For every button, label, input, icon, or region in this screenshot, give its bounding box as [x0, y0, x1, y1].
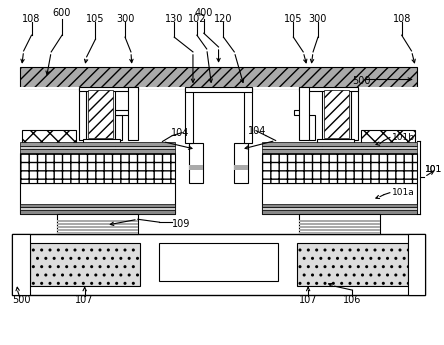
Bar	[22, 130, 76, 153]
Bar	[128, 87, 138, 139]
Text: 102: 102	[188, 14, 206, 24]
Bar	[234, 144, 248, 183]
Bar	[324, 90, 349, 138]
Bar	[322, 145, 352, 151]
Bar	[299, 226, 380, 228]
Bar	[299, 87, 309, 139]
Text: 120: 120	[214, 14, 233, 24]
Bar	[79, 88, 86, 139]
Bar	[262, 149, 417, 153]
Bar	[299, 232, 380, 234]
Bar	[20, 205, 175, 207]
Bar	[12, 234, 30, 295]
Bar	[57, 229, 138, 231]
Bar	[115, 115, 122, 139]
Bar	[352, 88, 358, 139]
Bar	[234, 165, 248, 170]
Bar	[262, 210, 417, 214]
Bar	[57, 220, 138, 222]
Text: 107: 107	[75, 295, 94, 305]
Bar	[299, 87, 358, 91]
Bar	[20, 146, 175, 149]
Bar	[185, 88, 193, 144]
Bar	[297, 243, 408, 286]
Text: 101: 101	[425, 165, 443, 174]
Bar	[262, 146, 417, 149]
Bar	[308, 115, 315, 139]
Bar	[86, 88, 115, 139]
Bar	[20, 67, 417, 88]
Bar	[30, 243, 140, 286]
Bar	[299, 223, 380, 225]
Text: 101: 101	[425, 165, 443, 174]
Text: 130: 130	[165, 14, 183, 24]
Text: 106: 106	[343, 295, 361, 305]
Bar	[262, 207, 417, 210]
Text: 108: 108	[392, 14, 411, 24]
Text: 500: 500	[353, 77, 371, 87]
Bar	[83, 139, 120, 146]
Text: 600: 600	[53, 8, 71, 18]
Bar	[185, 87, 252, 92]
Bar	[79, 87, 138, 91]
Bar	[57, 223, 138, 225]
Bar	[322, 88, 352, 139]
Bar	[262, 205, 417, 207]
Bar	[20, 210, 175, 214]
Bar	[262, 153, 417, 183]
Text: 104: 104	[170, 128, 189, 138]
Text: 300: 300	[309, 14, 327, 24]
Bar	[299, 229, 380, 231]
Bar	[87, 90, 113, 138]
Bar	[189, 165, 203, 170]
Bar	[20, 207, 175, 210]
Bar	[189, 144, 203, 183]
Text: 108: 108	[22, 14, 41, 24]
Bar	[20, 183, 175, 214]
Bar	[57, 226, 138, 228]
Bar	[115, 110, 129, 115]
Text: 300: 300	[116, 14, 134, 24]
Text: 107: 107	[299, 295, 317, 305]
Bar	[20, 153, 175, 183]
Bar	[20, 149, 175, 153]
Text: 400: 400	[194, 8, 213, 18]
Bar	[244, 88, 252, 144]
Bar	[57, 214, 138, 234]
Bar	[262, 183, 417, 214]
Bar	[57, 232, 138, 234]
Bar	[294, 110, 308, 115]
Bar	[299, 220, 380, 222]
Bar	[159, 243, 278, 281]
Bar	[408, 234, 425, 295]
Text: 101a: 101a	[392, 188, 415, 197]
Text: 105: 105	[284, 14, 303, 24]
Text: 104: 104	[248, 126, 266, 136]
Bar	[20, 142, 175, 146]
Bar	[299, 214, 380, 234]
Bar	[262, 142, 417, 146]
Bar	[12, 234, 425, 295]
Bar	[317, 139, 354, 146]
Text: 109: 109	[172, 219, 190, 229]
Text: 101b: 101b	[392, 133, 415, 142]
Bar	[361, 130, 416, 153]
Text: 105: 105	[86, 14, 105, 24]
Bar	[86, 145, 115, 151]
Text: 500: 500	[12, 295, 30, 305]
